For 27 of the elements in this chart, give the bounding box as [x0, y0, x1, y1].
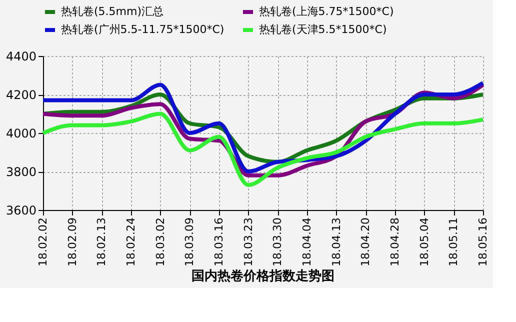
x-tick-label: 18.02.02	[36, 218, 50, 266]
y-tick-label: 3600	[6, 204, 36, 218]
x-tick-label: 18.05.04	[418, 218, 431, 266]
text: 国内热卷价格指数走势图	[192, 268, 334, 284]
x-tick-label: 18.03.09	[183, 218, 196, 266]
legend-label: 热轧卷(上海5.75*1500*C)	[259, 5, 394, 18]
x-tick-label: 18.02.09	[66, 218, 79, 266]
x-tick-label: 18.05.16	[476, 218, 490, 266]
y-tick-label: 4400	[6, 50, 36, 64]
y-tick-label: 4200	[6, 88, 36, 102]
y-tick-label: 3800	[6, 165, 36, 179]
x-tick-label: 18.03.23	[242, 218, 255, 266]
x-tick-label: 18.03.16	[212, 218, 226, 266]
x-tick-label: 18.02.24	[124, 218, 138, 266]
x-tick-label: 18.04.04	[300, 218, 314, 266]
x-tick-label: 18.03.02	[154, 218, 167, 266]
x-tick-label: 18.04.20	[359, 218, 372, 266]
legend-label: 热轧卷(广州5.5-11.75*1500*C)	[61, 23, 224, 36]
x-tick-label: 18.03.30	[271, 218, 284, 266]
legend-label: 热轧卷(5.5mm)汇总	[61, 5, 164, 18]
legend-label: 热轧卷(天津5.5*1500*C)	[259, 23, 387, 36]
line-series	[41, 112, 485, 187]
x-tick-label: 18.04.28	[388, 218, 402, 266]
y-tick-label: 4000	[6, 126, 36, 140]
x-tick-label: 18.05.11	[447, 218, 460, 266]
x-tick-label: 18.04.13	[330, 218, 343, 266]
x-tick-label: 18.02.13	[95, 218, 108, 266]
